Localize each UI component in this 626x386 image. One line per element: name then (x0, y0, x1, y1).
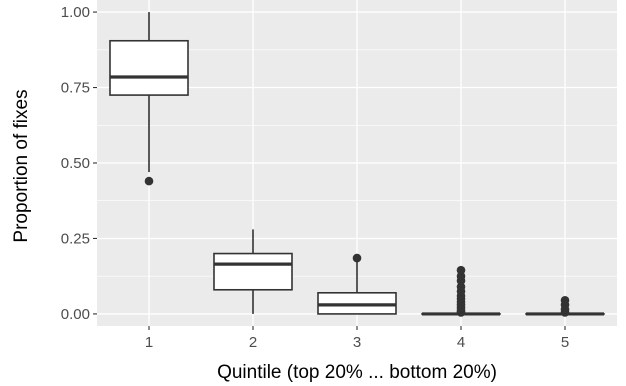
y-axis-title: Proportion of fixes (11, 89, 32, 242)
x-tick-label: 1 (145, 334, 153, 351)
box-2 (213, 229, 293, 314)
x-tick-label: 5 (561, 334, 569, 351)
y-tick-label: 0.50 (61, 155, 90, 172)
outlier-point (456, 271, 466, 281)
x-axis: 1 2 3 4 5 (145, 326, 569, 351)
outlier-point (456, 282, 466, 292)
y-tick-label: 0.75 (61, 80, 90, 97)
box-3 (317, 253, 397, 315)
box-iqr (109, 39, 189, 96)
x-tick-label: 2 (249, 334, 257, 351)
outlier-point (144, 176, 154, 186)
outlier-point (352, 253, 362, 263)
outlier-point (560, 296, 570, 305)
x-tick-label: 4 (457, 334, 465, 351)
x-axis-title: Quintile (top 20% ... bottom 20%) (217, 362, 497, 383)
outlier-point (456, 265, 466, 275)
y-tick-label: 1.00 (61, 4, 90, 21)
boxes (109, 12, 605, 317)
box-5 (525, 296, 605, 317)
x-tick-label: 3 (353, 334, 361, 351)
box-4 (421, 265, 501, 317)
y-tick-label: 0.25 (61, 230, 90, 247)
box-1 (109, 12, 189, 186)
box-iqr (213, 252, 293, 291)
y-tick-label: 0.00 (61, 306, 90, 323)
y-axis: 0.00 0.25 0.50 0.75 1.00 (61, 4, 97, 323)
